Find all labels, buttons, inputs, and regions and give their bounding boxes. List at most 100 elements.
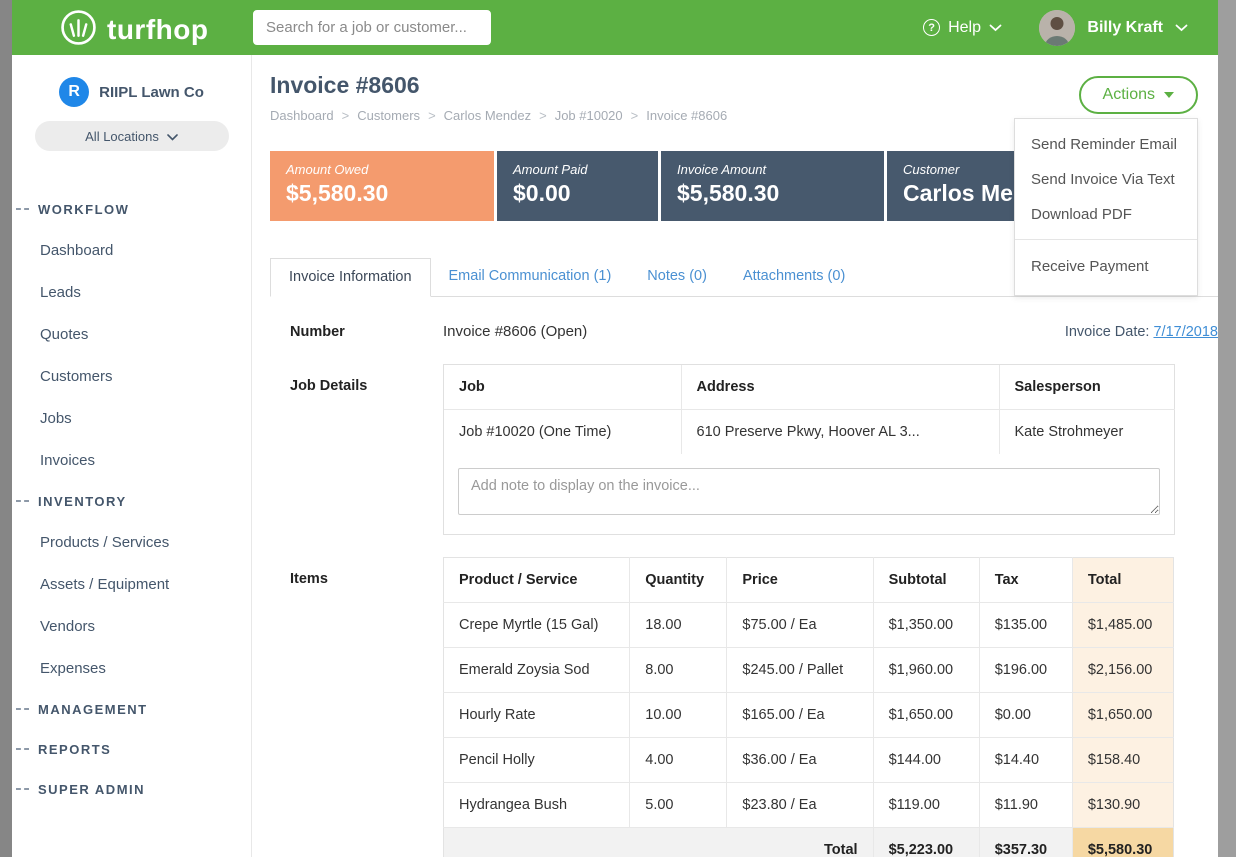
breadcrumb-dashboard[interactable]: Dashboard	[270, 108, 334, 123]
subtotal-cell: $1,350.00	[873, 602, 980, 648]
job-details-panel: Job Address Salesperson Job #10020 (One …	[443, 364, 1175, 535]
stat-card-amount-owed: Amount Owed $5,580.30	[270, 151, 494, 221]
total-col-header: Total	[1072, 557, 1174, 603]
quantity-cell: 4.00	[629, 737, 728, 783]
items-subtotal-value: $5,223.00	[873, 827, 980, 857]
breadcrumb-job[interactable]: Job #10020	[554, 108, 623, 123]
window-edge-right	[1218, 0, 1236, 857]
sidebar-item-dashboard[interactable]: Dashboard	[40, 241, 114, 259]
quantity-cell: 10.00	[629, 692, 728, 738]
stat-value: $5,580.30	[286, 180, 389, 206]
quantity-cell: 5.00	[629, 782, 728, 828]
stat-label: Amount Paid	[513, 162, 588, 177]
sidebar-item-assets-equipment[interactable]: Assets / Equipment	[40, 575, 170, 593]
address-col-header: Address	[681, 365, 1000, 410]
breadcrumb-customers[interactable]: Customers	[357, 108, 421, 123]
tax-cell: $11.90	[979, 782, 1073, 828]
subtotal-col-header: Subtotal	[873, 557, 980, 603]
tax-cell: $0.00	[979, 692, 1073, 738]
items-total-label: Total	[443, 827, 874, 857]
address-cell: 610 Preserve Pkwy, Hoover AL 3...	[681, 409, 1000, 454]
tab-attachments[interactable]: Attachments (0)	[742, 268, 846, 284]
sidebar-item-customers[interactable]: Customers	[40, 367, 113, 385]
chevron-down-icon	[1175, 19, 1188, 37]
number-label: Number	[290, 324, 345, 340]
locations-selector[interactable]: All Locations	[34, 121, 229, 151]
nav-section-reports[interactable]: REPORTS	[12, 729, 251, 769]
menu-item-receive-payment[interactable]: Receive Payment	[1031, 258, 1149, 275]
price-cell: $165.00 / Ea	[726, 692, 874, 738]
product-cell: Hydrangea Bush	[443, 782, 631, 828]
sidebar-item-jobs[interactable]: Jobs	[40, 409, 72, 427]
sidebar-item-invoices[interactable]: Invoices	[40, 451, 96, 469]
user-avatar	[1039, 9, 1076, 46]
sidebar-item-products-services[interactable]: Products / Services	[40, 533, 170, 551]
search-input[interactable]	[253, 10, 491, 45]
sidebar-item-quotes[interactable]: Quotes	[40, 325, 89, 343]
price-col-header: Price	[726, 557, 874, 603]
subtotal-cell: $1,650.00	[873, 692, 980, 738]
grass-logo-icon	[60, 9, 107, 51]
item-row: Emerald Zoysia Sod 8.00 $245.00 / Pallet…	[443, 647, 1174, 693]
main-content: Invoice #8606 Dashboard > Customers > Ca…	[252, 55, 1218, 857]
breadcrumb-separator: >	[630, 108, 639, 123]
sidebar-item-expenses[interactable]: Expenses	[40, 659, 106, 677]
job-col-header: Job	[444, 365, 682, 410]
stat-value: $0.00	[513, 180, 571, 206]
tax-cell: $135.00	[979, 602, 1073, 648]
items-grand-total-value: $5,580.30	[1072, 827, 1174, 857]
invoice-date-link[interactable]: 7/17/2018	[1153, 324, 1218, 340]
nav-section-workflow[interactable]: WORKFLOW	[12, 189, 251, 229]
page-title: Invoice #8606	[270, 72, 420, 98]
product-service-col-header: Product / Service	[443, 557, 631, 603]
invoice-number-value: Invoice #8606 (Open)	[443, 323, 588, 340]
tab-invoice-information[interactable]: Invoice Information	[270, 258, 431, 297]
tax-cell: $196.00	[979, 647, 1073, 693]
job-table: Job Address Salesperson Job #10020 (One …	[444, 365, 1175, 454]
total-cell: $158.40	[1072, 737, 1174, 783]
salesperson-col-header: Salesperson	[999, 365, 1175, 410]
menu-item-download-pdf[interactable]: Download PDF	[1031, 206, 1132, 223]
total-cell: $130.90	[1072, 782, 1174, 828]
chevron-down-icon	[167, 129, 178, 144]
stat-label: Amount Owed	[286, 162, 369, 177]
stat-cards: Amount Owed $5,580.30 Amount Paid $0.00 …	[270, 151, 1218, 221]
job-table-row: Job #10020 (One Time) 610 Preserve Pkwy,…	[444, 409, 1175, 454]
brand-name: turfhop	[107, 14, 209, 45]
item-row: Pencil Holly 4.00 $36.00 / Ea $144.00 $1…	[443, 737, 1174, 783]
dash-icon	[16, 788, 29, 790]
actions-button[interactable]: Actions	[1078, 76, 1198, 114]
sidebar: R RIIPL Lawn Co All Locations WORKFLOW D…	[12, 55, 252, 857]
brand-logo[interactable]: turfhop	[60, 9, 208, 51]
job-details-row: Job Details Job Address Salesperson Job …	[290, 364, 1218, 535]
breadcrumb-customer-name[interactable]: Carlos Mendez	[443, 108, 532, 123]
tab-bar: Invoice Information Email Communication …	[270, 258, 1218, 297]
product-cell: Emerald Zoysia Sod	[443, 647, 631, 693]
breadcrumb-current-invoice: Invoice #8606	[646, 108, 728, 123]
menu-item-send-invoice-via-text[interactable]: Send Invoice Via Text	[1031, 171, 1175, 188]
nav-section-inventory[interactable]: INVENTORY	[12, 481, 251, 521]
user-menu[interactable]: Billy Kraft	[1039, 0, 1188, 55]
stat-value: $5,580.30	[677, 180, 780, 206]
sidebar-item-leads[interactable]: Leads	[40, 283, 81, 301]
top-header: turfhop ? Help Billy Kraft	[12, 0, 1218, 55]
nav-section-super-admin[interactable]: SUPER ADMIN	[12, 769, 251, 809]
job-details-label: Job Details	[290, 378, 368, 394]
help-icon: ?	[923, 19, 941, 36]
tab-notes[interactable]: Notes (0)	[647, 268, 707, 284]
subtotal-cell: $144.00	[873, 737, 980, 783]
company-logo: R	[59, 77, 90, 107]
invoice-note-textarea[interactable]	[458, 468, 1160, 515]
sidebar-item-vendors[interactable]: Vendors	[40, 617, 96, 635]
dash-icon	[16, 208, 29, 210]
tab-email-communication[interactable]: Email Communication (1)	[448, 268, 612, 284]
tax-col-header: Tax	[979, 557, 1073, 603]
stat-card-amount-paid: Amount Paid $0.00	[497, 151, 658, 221]
company-header: R RIIPL Lawn Co	[12, 77, 251, 107]
menu-item-send-reminder-email[interactable]: Send Reminder Email	[1031, 136, 1177, 153]
nav-section-management[interactable]: MANAGEMENT	[12, 689, 251, 729]
salesperson-cell: Kate Strohmeyer	[1014, 424, 1124, 440]
job-cell: Job #10020 (One Time)	[444, 409, 682, 454]
help-menu[interactable]: ? Help	[923, 0, 1002, 55]
